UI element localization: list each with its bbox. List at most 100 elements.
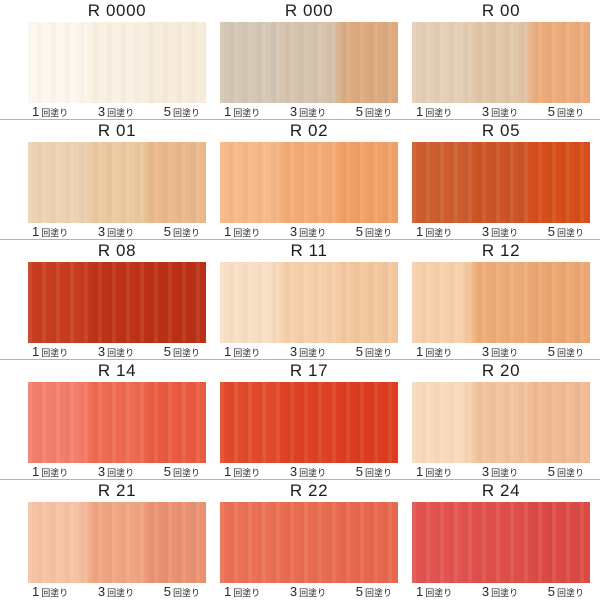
coat-unit: 回塗り: [233, 228, 261, 238]
coat-label-3: 3 回塗り: [482, 465, 518, 478]
coat-label-3: 3 回塗り: [290, 105, 326, 118]
coat-count: 3: [97, 344, 106, 359]
coat-count: 3: [289, 224, 298, 239]
coat-count-labels: 1 回塗り 3 回塗り 5 回塗り: [412, 583, 590, 600]
coat-label-5: 5 回塗り: [548, 465, 584, 478]
coat-label-3: 3 回塗り: [482, 585, 518, 598]
coat-label-3: 3 回塗り: [290, 225, 326, 238]
coat-count-labels: 1 回塗り 3 回塗り 5 回塗り: [220, 343, 398, 361]
coat-unit: 回塗り: [172, 108, 200, 118]
coat-label-1: 1 回塗り: [32, 585, 68, 598]
coat-count: 3: [289, 344, 298, 359]
coat-count-labels: 1 回塗り 3 回塗り 5 回塗り: [28, 583, 206, 600]
color-swatch: [28, 142, 206, 223]
coat-label-1: 1 回塗り: [416, 585, 452, 598]
coat-unit: 回塗り: [425, 588, 453, 598]
coat-unit: 回塗り: [556, 588, 584, 598]
coat-label-1: 1 回塗り: [224, 465, 260, 478]
color-swatch: [220, 502, 398, 583]
coat-label-3: 3 回塗り: [290, 465, 326, 478]
coat-count: 1: [224, 464, 232, 479]
coat-count-labels: 1 回塗り 3 回塗り 5 回塗り: [220, 103, 398, 121]
color-swatch: [412, 502, 590, 583]
coat-label-5: 5 回塗り: [356, 465, 392, 478]
swatch-card: R 01 1 回塗り 3 回塗り 5 回塗り: [28, 120, 206, 239]
coat-label-1: 1 回塗り: [416, 105, 452, 118]
swatch-code-label: R 01: [97, 121, 137, 140]
coat-unit: 回塗り: [299, 468, 327, 478]
color-swatch: [28, 262, 206, 343]
coat-unit: 回塗り: [172, 588, 200, 598]
coat-unit: 回塗り: [491, 108, 519, 118]
coat-count: 5: [355, 344, 363, 359]
coat-label-5: 5 回塗り: [356, 105, 392, 118]
coat-count: 3: [481, 104, 490, 119]
coat-unit: 回塗り: [364, 588, 392, 598]
coat-count: 1: [416, 344, 424, 359]
coat-count: 3: [97, 464, 106, 479]
coat-count: 5: [355, 224, 363, 239]
coat-count: 5: [163, 344, 171, 359]
coat-count: 1: [32, 104, 40, 119]
coat-count: 3: [481, 464, 490, 479]
coat-count: 5: [355, 464, 363, 479]
coat-count-labels: 1 回塗り 3 回塗り 5 回塗り: [220, 583, 398, 600]
coat-unit: 回塗り: [556, 348, 584, 358]
coat-count: 5: [547, 344, 555, 359]
swatch-code-label: R 08: [97, 241, 137, 260]
coat-unit: 回塗り: [364, 348, 392, 358]
swatch-row: R 0000 1 回塗り 3 回塗り 5 回塗り R 000 1 回塗り: [0, 0, 600, 120]
coat-count: 1: [416, 464, 424, 479]
coat-unit: 回塗り: [299, 348, 327, 358]
coat-label-3: 3 回塗り: [98, 345, 134, 358]
coat-count: 1: [416, 584, 424, 599]
swatch-card: R 02 1 回塗り 3 回塗り 5 回塗り: [220, 120, 398, 239]
coat-unit: 回塗り: [425, 348, 453, 358]
coat-label-3: 3 回塗り: [290, 585, 326, 598]
coat-unit: 回塗り: [425, 468, 453, 478]
coat-label-5: 5 回塗り: [548, 585, 584, 598]
coat-count-labels: 1 回塗り 3 回塗り 5 回塗り: [412, 103, 590, 121]
coat-count-labels: 1 回塗り 3 回塗り 5 回塗り: [220, 463, 398, 481]
coat-label-5: 5 回塗り: [548, 105, 584, 118]
coat-label-3: 3 回塗り: [98, 105, 134, 118]
coat-label-1: 1 回塗り: [416, 225, 452, 238]
coat-unit: 回塗り: [299, 228, 327, 238]
coat-label-1: 1 回塗り: [32, 465, 68, 478]
color-swatch: [412, 382, 590, 463]
coat-unit: 回塗り: [364, 108, 392, 118]
swatch-card: R 05 1 回塗り 3 回塗り 5 回塗り: [412, 120, 590, 239]
coat-unit: 回塗り: [364, 228, 392, 238]
coat-label-5: 5 回塗り: [164, 465, 200, 478]
coat-count: 1: [224, 584, 232, 599]
coat-count: 5: [355, 104, 363, 119]
swatch-card: R 14 1 回塗り 3 回塗り 5 回塗り: [28, 360, 206, 479]
coat-label-1: 1 回塗り: [32, 225, 68, 238]
color-swatch: [412, 262, 590, 343]
coat-label-5: 5 回塗り: [548, 345, 584, 358]
swatch-code-label: R 21: [97, 481, 137, 500]
coat-unit: 回塗り: [556, 228, 584, 238]
coat-count-labels: 1 回塗り 3 回塗り 5 回塗り: [412, 223, 590, 241]
coat-label-1: 1 回塗り: [32, 105, 68, 118]
coat-count: 3: [481, 344, 490, 359]
swatch-card: R 08 1 回塗り 3 回塗り 5 回塗り: [28, 240, 206, 359]
swatch-code-label: R 02: [289, 121, 329, 140]
swatch-card: R 12 1 回塗り 3 回塗り 5 回塗り: [412, 240, 590, 359]
coat-unit: 回塗り: [299, 108, 327, 118]
coat-label-1: 1 回塗り: [224, 585, 260, 598]
coat-unit: 回塗り: [41, 228, 69, 238]
coat-unit: 回塗り: [233, 468, 261, 478]
coat-label-3: 3 回塗り: [482, 105, 518, 118]
swatch-card: R 20 1 回塗り 3 回塗り 5 回塗り: [412, 360, 590, 479]
swatch-card: R 17 1 回塗り 3 回塗り 5 回塗り: [220, 360, 398, 479]
coat-label-3: 3 回塗り: [290, 345, 326, 358]
coat-unit: 回塗り: [107, 228, 135, 238]
coat-count: 1: [224, 344, 232, 359]
coat-unit: 回塗り: [491, 468, 519, 478]
swatch-code-label: R 05: [481, 121, 521, 140]
coat-count: 3: [97, 224, 106, 239]
coat-count-labels: 1 回塗り 3 回塗り 5 回塗り: [412, 463, 590, 481]
swatch-card: R 22 1 回塗り 3 回塗り 5 回塗り: [220, 480, 398, 600]
coat-count: 5: [547, 224, 555, 239]
